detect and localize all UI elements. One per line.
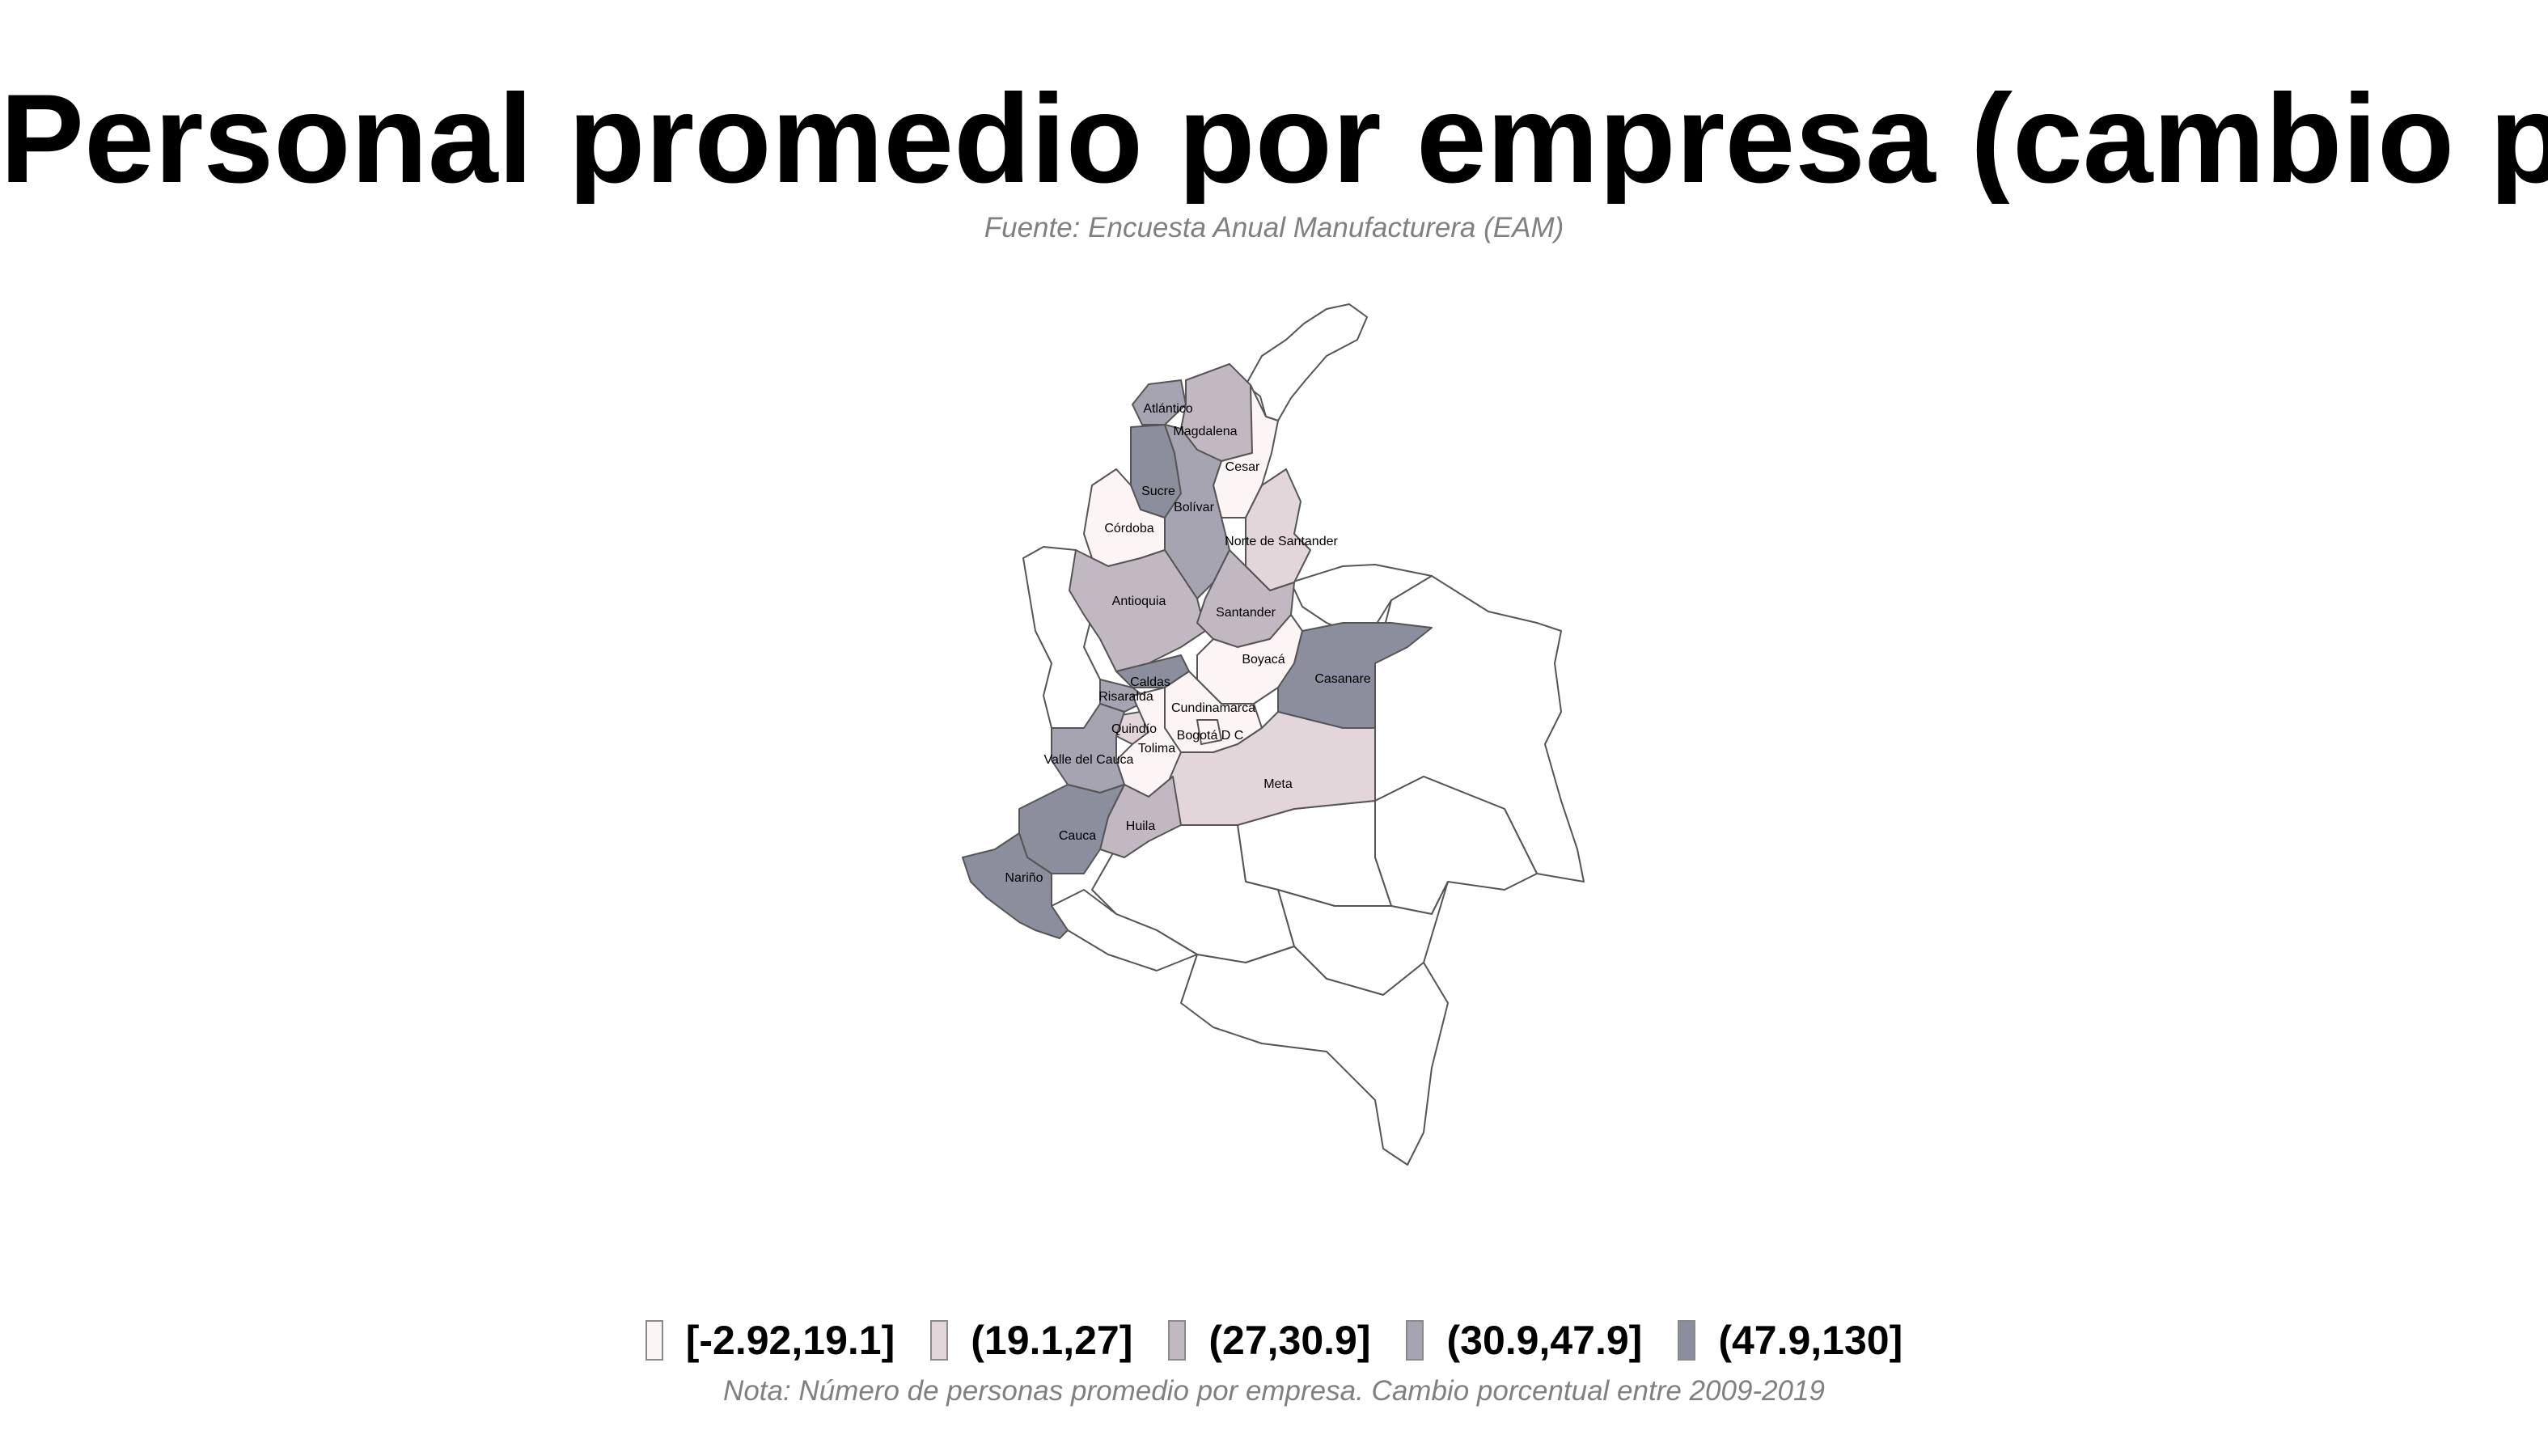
dept-label-cauca: Cauca	[1059, 829, 1096, 843]
legend-item: (27,30.9]	[1168, 1317, 1370, 1364]
dept-label-antioquia: Antioquia	[1112, 595, 1166, 608]
map-title: Personal promedio por empresa (cambio po…	[0, 74, 2548, 204]
dept-label-sucre: Sucre	[1141, 485, 1175, 498]
dept-bogota	[1196, 719, 1222, 745]
dept-meta	[1156, 711, 1376, 826]
legend-item: (19.1,27]	[930, 1317, 1132, 1364]
dept-antioquia	[1069, 549, 1206, 672]
dept-label-atlantico: Atlántico	[1143, 402, 1192, 416]
map-subtitle: Fuente: Encuesta Anual Manufacturera (EA…	[984, 212, 1564, 243]
dept-label-cesar: Cesar	[1225, 460, 1260, 474]
legend-label: (27,30.9]	[1208, 1318, 1371, 1363]
dept-label-huila: Huila	[1126, 819, 1156, 833]
dept-label-risaralda: Risaralda	[1098, 690, 1153, 704]
dept-la-guajira	[1245, 303, 1368, 421]
dept-label-norte-de-santander: Norte de Santander	[1225, 535, 1338, 548]
legend-swatch	[1678, 1320, 1696, 1361]
legend-label: [-2.92,19.1]	[685, 1318, 895, 1363]
map-note: Nota: Número de personas promedio por em…	[723, 1375, 1825, 1407]
dept-narino	[962, 832, 1069, 939]
dept-label-bogota-dc: Bogotá D C	[1177, 729, 1244, 743]
legend-label: (19.1,27]	[971, 1318, 1133, 1363]
dept-label-santander: Santander	[1216, 606, 1276, 620]
map-legend: [-2.92,19.1] (19.1,27] (27,30.9] (30.9,47.9…	[0, 1312, 2548, 1369]
dept-label-magdalena: Magdalena	[1173, 425, 1237, 438]
dept-label-valle-del-cauca: Valle del Cauca	[1044, 753, 1134, 767]
legend-item: (30.9,47.9]	[1406, 1317, 1642, 1364]
dept-label-caldas: Caldas	[1130, 675, 1170, 689]
legend-swatch	[1168, 1320, 1187, 1361]
dept-label-meta: Meta	[1263, 777, 1293, 791]
legend-label: (47.9,130]	[1718, 1318, 1903, 1363]
dept-label-cordoba: Córdoba	[1104, 522, 1153, 535]
legend-label: (30.9,47.9]	[1446, 1318, 1643, 1363]
dept-label-tolima: Tolima	[1138, 742, 1175, 756]
dept-amazonas	[1180, 946, 1449, 1166]
legend-swatch	[1406, 1320, 1424, 1361]
legend-item: [-2.92,19.1]	[645, 1317, 895, 1364]
dept-label-cundinamarca: Cundinamarca	[1171, 701, 1255, 715]
dept-label-bolivar: Bolívar	[1174, 501, 1214, 514]
legend-item: (47.9,130]	[1678, 1317, 1903, 1364]
dept-label-boyaca: Boyacá	[1242, 653, 1285, 667]
dept-label-quindio: Quindío	[1111, 722, 1157, 736]
legend-swatch	[930, 1320, 949, 1361]
dept-valle-del-cauca	[1051, 703, 1125, 794]
legend-swatch	[645, 1320, 663, 1361]
dept-label-casanare: Casanare	[1314, 672, 1370, 686]
dept-label-narino: Nariño	[1005, 871, 1043, 885]
